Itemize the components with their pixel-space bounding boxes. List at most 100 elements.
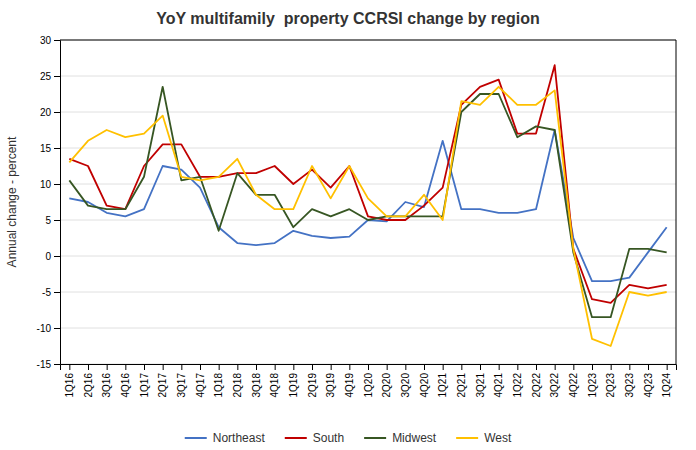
tick-mark xyxy=(200,364,201,370)
frame xyxy=(60,40,676,41)
tick: 2Q21 xyxy=(456,364,467,397)
tick-mark xyxy=(54,328,60,329)
tick: 4Q20 xyxy=(419,364,430,397)
tick: 1Q24 xyxy=(661,364,672,397)
tick-label: 25 xyxy=(40,71,52,82)
grid-line xyxy=(60,40,676,41)
tick-mark xyxy=(536,364,537,370)
tick-mark xyxy=(88,364,89,370)
tick: 2Q20 xyxy=(381,364,392,397)
tick-label: 4Q23 xyxy=(643,373,654,398)
tick-label: 1Q22 xyxy=(512,373,523,398)
tick-mark xyxy=(480,364,481,370)
tick-label: 2Q17 xyxy=(157,373,168,398)
chart: -15-10-50510152025301Q162Q163Q164Q161Q17… xyxy=(0,0,696,450)
tick-label: 1Q20 xyxy=(363,373,374,398)
tick-mark xyxy=(461,364,462,370)
grid-line xyxy=(60,148,676,149)
tick: 2Q22 xyxy=(531,364,542,397)
tick-mark xyxy=(555,364,556,370)
tick: 1Q21 xyxy=(437,364,448,397)
tick-label: 1Q16 xyxy=(64,373,75,398)
tick-label: 3Q18 xyxy=(251,373,262,398)
tick-label: 1Q17 xyxy=(139,373,150,398)
tick-mark xyxy=(107,364,108,370)
tick: 4Q17 xyxy=(195,364,206,397)
legend-item: Midwest xyxy=(364,431,437,445)
tick: 15 xyxy=(40,143,60,154)
tick-mark xyxy=(648,364,649,370)
tick: 4Q19 xyxy=(344,364,355,397)
tick-mark xyxy=(349,364,350,370)
tick-mark xyxy=(405,364,406,370)
tick-mark xyxy=(256,364,257,370)
tick: 4Q16 xyxy=(120,364,131,397)
tick-mark xyxy=(592,364,593,370)
tick: 1Q16 xyxy=(64,364,75,397)
tick-label: 2Q20 xyxy=(381,373,392,398)
legend-item: Northeast xyxy=(185,431,266,445)
tick-label: 2Q22 xyxy=(531,373,542,398)
tick-label: 3Q16 xyxy=(101,373,112,398)
grid-line xyxy=(60,112,676,113)
tick-mark xyxy=(331,364,332,370)
tick-label: 30 xyxy=(40,35,52,46)
tick: 2Q17 xyxy=(157,364,168,397)
tick: 3Q22 xyxy=(549,364,560,397)
legend-label: Northeast xyxy=(213,431,266,445)
series-line xyxy=(69,87,666,346)
tick-label: 2Q19 xyxy=(307,373,318,398)
tick-label: 3Q19 xyxy=(325,373,336,398)
tick-label: 4Q22 xyxy=(568,373,579,398)
tick-mark xyxy=(368,364,369,370)
tick-label: 3Q23 xyxy=(624,373,635,398)
tick-label: 15 xyxy=(40,143,52,154)
legend-item: South xyxy=(285,431,344,445)
tick-label: 3Q21 xyxy=(475,373,486,398)
tick-label: 0 xyxy=(45,251,51,262)
tick-label: 1Q23 xyxy=(587,373,598,398)
tick-mark xyxy=(163,364,164,370)
axis-line xyxy=(61,365,677,371)
tick-label: 4Q19 xyxy=(344,373,355,398)
tick: 2Q19 xyxy=(307,364,318,397)
tick-mark xyxy=(125,364,126,370)
tick-mark xyxy=(667,364,668,370)
title: YoY multifamily property CCRSI change by… xyxy=(156,10,539,27)
tick: 20 xyxy=(40,107,60,118)
tick-mark xyxy=(312,364,313,370)
tick: 1Q22 xyxy=(512,364,523,397)
legend-label: South xyxy=(313,431,344,445)
tick-mark xyxy=(54,148,60,149)
tick: 4Q22 xyxy=(568,364,579,397)
tick-mark xyxy=(54,364,60,365)
tick-mark xyxy=(387,364,388,370)
tick-mark xyxy=(499,364,500,370)
tick: 3Q16 xyxy=(101,364,112,397)
tick-label: 10 xyxy=(40,179,52,190)
tick-mark xyxy=(629,364,630,370)
tick-mark xyxy=(54,292,60,293)
legend-label: Midwest xyxy=(392,431,437,445)
tick: 3Q19 xyxy=(325,364,336,397)
tick: 1Q17 xyxy=(139,364,150,397)
axis-title: Annual change - percent xyxy=(5,136,19,267)
tick-mark xyxy=(54,76,60,77)
tick-label: 4Q17 xyxy=(195,373,206,398)
tick: 4Q23 xyxy=(643,364,654,397)
tick-label: 2Q23 xyxy=(605,373,616,398)
tick: -5 xyxy=(42,287,60,298)
tick-mark xyxy=(443,364,444,370)
tick: 3Q20 xyxy=(400,364,411,397)
tick-mark xyxy=(237,364,238,370)
legend-label: West xyxy=(484,431,512,445)
tick: 2Q23 xyxy=(605,364,616,397)
tick-mark xyxy=(54,220,60,221)
grid-line xyxy=(60,184,676,185)
tick-mark xyxy=(293,364,294,370)
tick: 4Q18 xyxy=(269,364,280,397)
grid-line xyxy=(60,76,676,77)
tick: 2Q18 xyxy=(232,364,243,397)
tick: -10 xyxy=(37,323,60,334)
tick: 1Q19 xyxy=(288,364,299,397)
